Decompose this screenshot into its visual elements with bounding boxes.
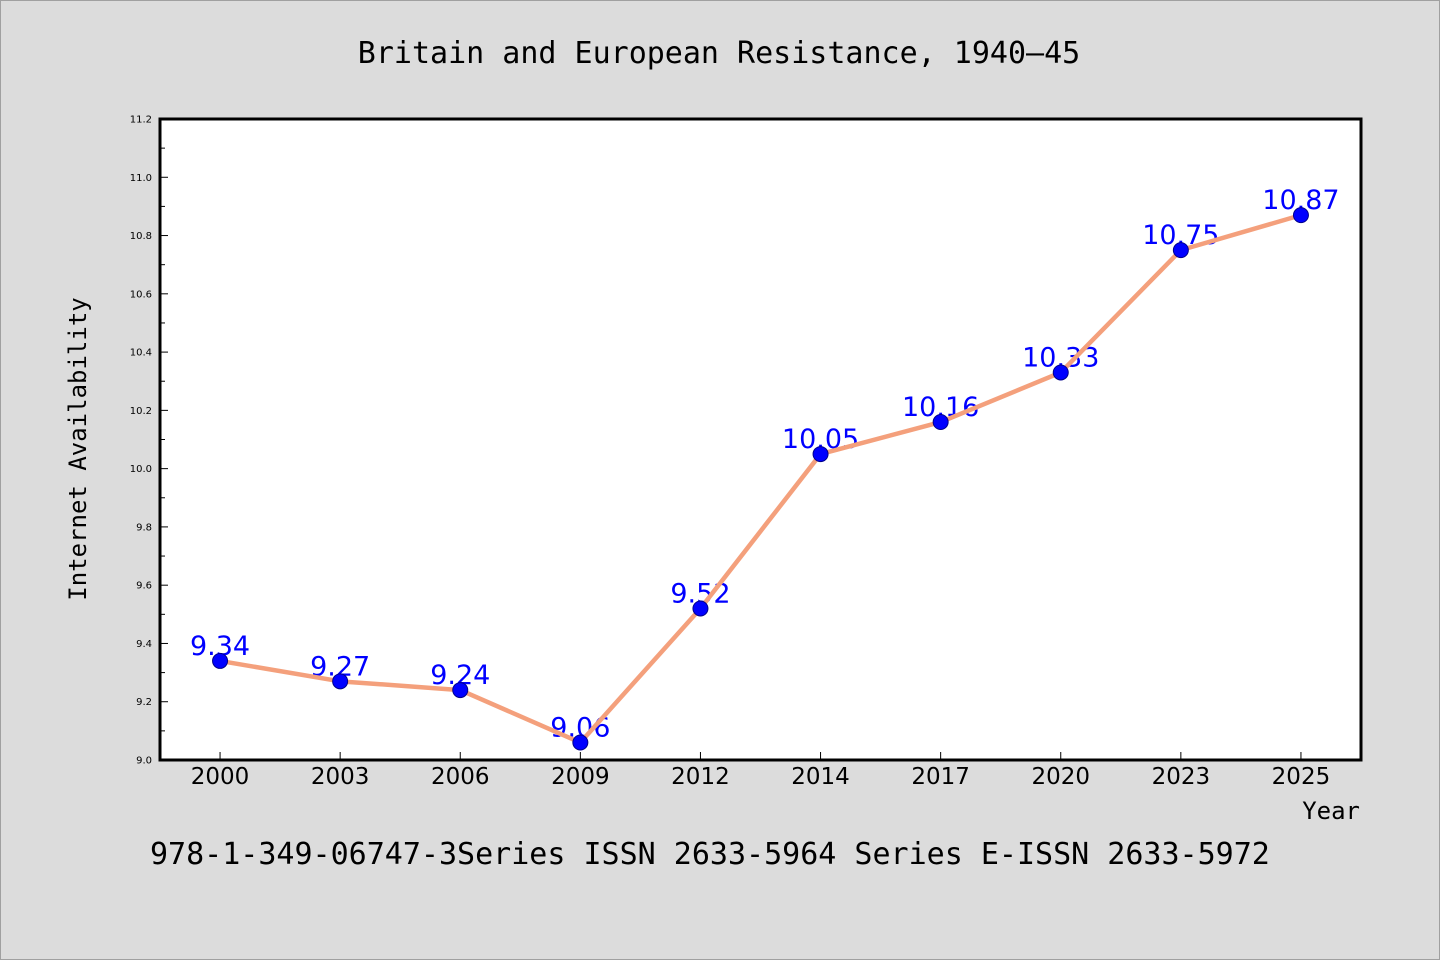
footer-isbn-issn: 978-1-349-06747-3Series ISSN 2633-5964 S… [150,837,1270,872]
x-tick-label: 2006 [431,764,490,790]
x-tick-label: 2000 [191,764,250,790]
plot-area [160,119,1361,760]
y-tick-label: 10.8 [130,231,152,242]
y-tick-label: 9.4 [136,639,152,650]
data-point [452,682,469,699]
x-axis-ticks: 2000 2003 2006 2009 2012 2014 2017 2020 2023 2025 [191,752,1330,790]
x-tick-label: 2023 [1152,764,1211,790]
x-tick-label: 2014 [791,764,850,790]
data-point [812,446,829,463]
data-point [932,414,949,431]
series-line-group [217,212,1304,745]
y-tick-label: 10.2 [130,406,152,417]
x-tick-label: 2020 [1031,764,1090,790]
data-point [1052,364,1069,381]
y-tick-label: 9.8 [136,522,152,533]
data-point [1292,207,1309,224]
x-tick-label: 2003 [311,764,370,790]
y-tick-label: 11.2 [130,115,152,126]
x-tick-label: 2025 [1272,764,1331,790]
x-tick-label: 2017 [911,764,970,790]
y-axis-label: Internet Availability [64,297,92,600]
series-line [217,212,1304,745]
x-tick-label: 2012 [671,764,730,790]
plot-frame [158,117,1363,762]
x-tick-label: 2009 [551,764,610,790]
chart-title: Britain and European Resistance, 1940–45 [358,36,1080,71]
y-tick-label: 9.0 [136,756,152,767]
data-point [692,600,709,617]
data-point [572,734,589,751]
y-tick-label: 11.0 [130,173,152,184]
data-point [212,652,229,669]
y-tick-label: 10.0 [130,464,152,475]
y-tick-label: 9.2 [136,697,152,708]
data-point [332,673,349,690]
y-tick-label: 10.6 [130,289,152,300]
series-markers-group [212,207,1309,751]
y-tick-label: 10.4 [130,348,152,359]
y-tick-label: 9.6 [136,581,152,592]
x-axis-label: Year [1302,797,1360,825]
data-point [1172,242,1189,259]
